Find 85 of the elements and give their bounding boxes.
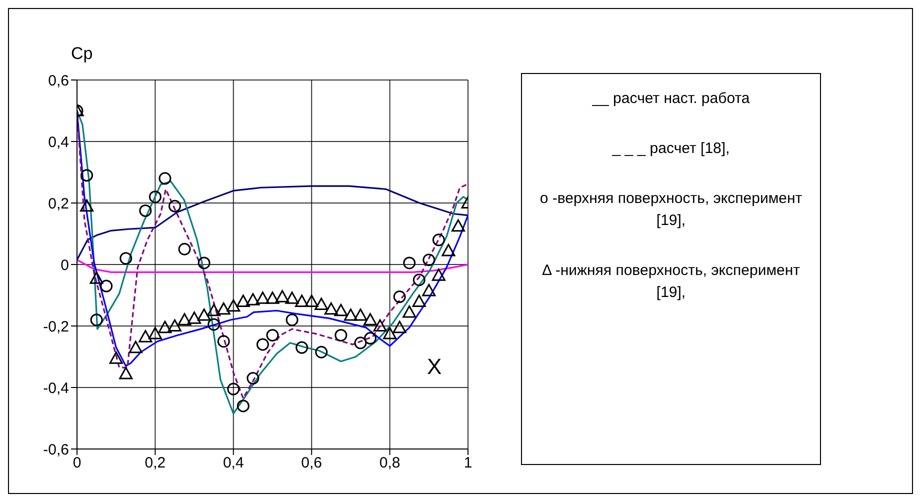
point	[256, 338, 269, 351]
point	[168, 319, 182, 332]
point	[412, 294, 426, 307]
point	[422, 284, 436, 296]
point	[296, 341, 308, 354]
point	[304, 294, 318, 307]
text: о -верхняя поверхность, эксперимент [19],	[538, 189, 804, 231]
point	[80, 199, 94, 212]
text: __ расчет наст. работа	[591, 89, 751, 109]
point	[256, 292, 270, 304]
point	[364, 313, 377, 326]
x-tick-label: 0,6	[301, 454, 322, 472]
point	[119, 366, 133, 380]
point	[207, 304, 221, 316]
point	[324, 302, 338, 315]
point	[188, 312, 202, 324]
x-tick-label: 1	[464, 454, 472, 472]
point	[198, 256, 210, 270]
point	[148, 326, 162, 340]
point	[90, 272, 104, 284]
point	[236, 294, 250, 307]
x-axis-title: X	[427, 354, 442, 380]
point	[393, 290, 406, 304]
y-tick-label: -0,2	[43, 318, 69, 336]
point	[208, 318, 220, 331]
point	[227, 382, 240, 396]
point	[314, 298, 328, 310]
point	[442, 244, 456, 256]
y-tick-label: 0	[60, 256, 69, 274]
point	[246, 372, 260, 385]
point	[217, 335, 230, 348]
point	[128, 340, 142, 354]
point	[178, 313, 192, 326]
point	[422, 254, 436, 266]
x-tick-label: 0,4	[222, 454, 244, 472]
point	[80, 169, 94, 182]
point	[197, 308, 211, 321]
point	[109, 352, 123, 364]
point	[451, 219, 465, 232]
point	[100, 280, 113, 292]
point	[432, 234, 445, 246]
point	[315, 346, 328, 358]
point	[412, 274, 426, 286]
point	[178, 242, 191, 256]
point	[139, 204, 152, 217]
point	[246, 293, 260, 306]
point	[334, 328, 348, 342]
point	[402, 305, 416, 318]
text: Δ -нижняя поверхность, эксперимент [19],	[540, 261, 802, 303]
point	[266, 292, 280, 304]
y-tick-label: 0,4	[48, 134, 69, 151]
point	[158, 172, 172, 185]
point	[120, 252, 132, 265]
point	[138, 330, 152, 342]
x-tick-label: 0	[72, 454, 82, 472]
point	[148, 190, 162, 204]
y-tick-label: -0,6	[43, 441, 69, 458]
point	[226, 299, 240, 312]
point	[295, 294, 309, 307]
y-tick-label: 0,6	[48, 72, 69, 90]
y-tick-label: -0,4	[43, 380, 69, 397]
point	[364, 332, 376, 345]
point	[168, 200, 181, 212]
x-tick-label: 0,2	[144, 454, 166, 472]
point	[276, 290, 290, 302]
point	[432, 268, 446, 281]
point	[344, 308, 358, 321]
y-axis-title: Cp	[71, 44, 93, 64]
point	[216, 302, 230, 315]
y-tick-label: 0,2	[48, 195, 69, 212]
point	[373, 319, 387, 332]
point	[236, 400, 250, 412]
point	[334, 304, 348, 316]
point	[392, 320, 406, 334]
point	[90, 314, 103, 326]
point	[354, 336, 367, 350]
point	[158, 320, 172, 334]
point	[285, 292, 299, 304]
point	[403, 256, 416, 270]
point	[266, 328, 279, 342]
point	[383, 326, 397, 340]
point	[286, 314, 298, 326]
x-tick-label: 0,8	[379, 454, 400, 472]
point	[354, 308, 368, 321]
text: _ _ _ расчет [18],	[611, 139, 731, 159]
